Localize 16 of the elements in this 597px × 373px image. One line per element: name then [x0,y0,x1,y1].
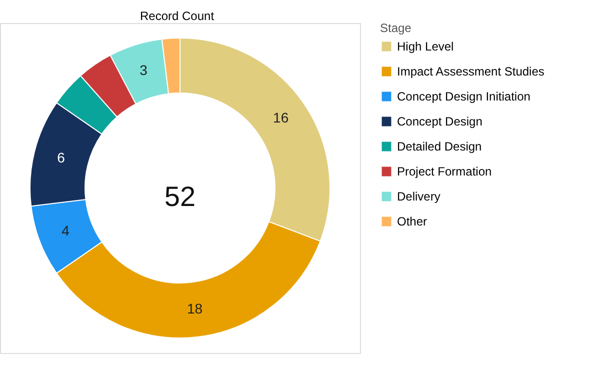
legend-label: Delivery [397,190,440,204]
text: 52 [164,181,196,212]
legend-label: Project Formation [397,164,492,178]
legend-label: High Level [397,40,454,54]
data-label: 16 [273,109,289,126]
data-label: 6 [57,150,66,166]
chart-title: Record Count [140,9,215,23]
legend-title: Stage [380,21,412,35]
legend-label: Other [397,214,428,228]
legend-label: Concept Design [397,114,482,128]
data-label: 3 [140,62,148,78]
data-label: 18 [186,300,203,317]
data-label: 4 [62,222,70,238]
legend-label: Detailed Design [397,140,482,154]
legend-label: Concept Design Initiation [397,90,530,104]
legend-label: Impact Assessment Studies [397,64,544,78]
